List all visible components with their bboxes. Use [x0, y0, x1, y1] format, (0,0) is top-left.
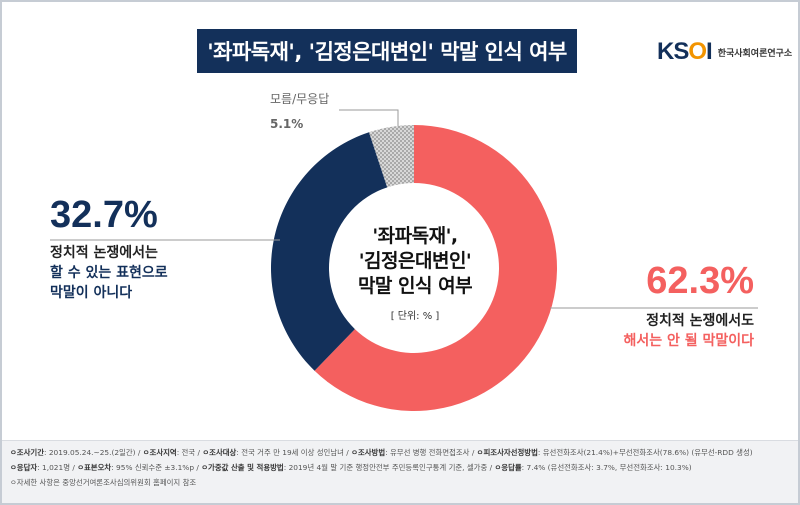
desc-line: 정치적 논쟁에서는 — [50, 245, 158, 261]
center-line-3: 막말 인식 여부 — [357, 275, 473, 297]
footer-key: ㅇ가중값 산출 및 적용방법 — [201, 463, 284, 472]
footer-value: : 7.4% (유선전화조사: 3.7%, 무선전화조사: 10.3%) — [521, 463, 692, 472]
slice-no-answer — [369, 125, 414, 188]
survey-footer: ㅇ조사기간: 2019.05.24.~25.(2일간) / ㅇ조사지역: 전국 … — [2, 440, 798, 503]
desc-line: 정치적 논쟁에서도 — [646, 313, 754, 329]
footer-value: : 1,021명 / — [37, 463, 78, 472]
footer-key: ㅇ조사대상 — [202, 448, 237, 457]
footer-key: ㅇ표본오차 — [77, 463, 112, 472]
footer-value: : 95% 신뢰수준 ±3.1%p / — [111, 463, 202, 472]
footer-line-2: ㅇ응답자: 1,021명 / ㅇ표본오차: 95% 신뢰수준 ±3.1%p / … — [10, 460, 790, 475]
footer-key: ㅇ응답자 — [10, 463, 38, 472]
footer-key: ㅇ조사방법 — [351, 448, 386, 457]
pct-32-7: 32.7% — [50, 194, 158, 236]
unit-label: [ 단위: % ] — [390, 311, 440, 322]
slice-label-not-acceptable: 62.3% 정치적 논쟁에서도 해서는 안 될 막말이다 — [622, 260, 754, 351]
no-answer-text: 모름/무응답 — [270, 92, 330, 106]
ksoi-logo: KSOI 한국사회여론연구소 — [657, 38, 792, 66]
center-line-2: '김정은대변인' — [358, 250, 472, 272]
donut-center-text: '좌파독재', '김정은대변인' 막말 인식 여부 [ 단위: % ] — [320, 224, 510, 322]
slice-not-acceptable — [314, 125, 558, 411]
center-line-1: '좌파독재', — [372, 225, 458, 247]
logo-name: 한국사회여론연구소 — [717, 48, 793, 59]
footer-key: ㅇ조사지역 — [142, 448, 177, 457]
footer-key: ㅇ응답률 — [494, 463, 522, 472]
footer-value: : 2019.05.24.~25.(2일간) / — [44, 448, 143, 457]
footer-line-3: ㅇ자세한 사항은 중앙선거여론조사심의위원회 홈페이지 참조 — [10, 478, 197, 487]
footer-value: : 2019년 4월 말 기준 행정안전부 주민등록인구통계 기준, 셀가중 / — [283, 463, 495, 472]
footer-key: ㅇ피조사자선정방법 — [476, 448, 538, 457]
footer-line-1: ㅇ조사기간: 2019.05.24.~25.(2일간) / ㅇ조사지역: 전국 … — [10, 445, 790, 460]
logo-mark: KSOI — [657, 38, 713, 65]
footer-value: : 전국 거주 만 19세 이상 성인남녀 / — [236, 448, 352, 457]
footer-value: : 유무선 병행 전화면접조사 / — [385, 448, 477, 457]
desc-line: 할 수 있는 표현으로 — [50, 265, 168, 281]
pct-62-3: 62.3% — [646, 260, 754, 302]
desc-line: 해서는 안 될 막말이다 — [623, 333, 754, 349]
chart-title: '좌파독재', '김정은대변인' 막말 인식 여부 — [197, 29, 577, 73]
footer-value: : 전국 / — [176, 448, 203, 457]
slice-label-acceptable: 32.7% 정치적 논쟁에서는 할 수 있는 표현으로 막말이 아니다 — [50, 194, 168, 303]
slice-label-no-answer: 모름/무응답 5.1% — [270, 90, 329, 131]
footer-value: : 유선전화조사(21.4%)+무선전화조사(78.6%) (유무선-RDD 생… — [537, 448, 753, 457]
slice-acceptable — [270, 132, 388, 371]
leader-line-no-answer — [339, 109, 399, 126]
desc-line: 막말이 아니다 — [50, 285, 133, 301]
pct-5-1: 5.1% — [270, 117, 304, 131]
footer-key: ㅇ조사기간 — [10, 448, 44, 457]
